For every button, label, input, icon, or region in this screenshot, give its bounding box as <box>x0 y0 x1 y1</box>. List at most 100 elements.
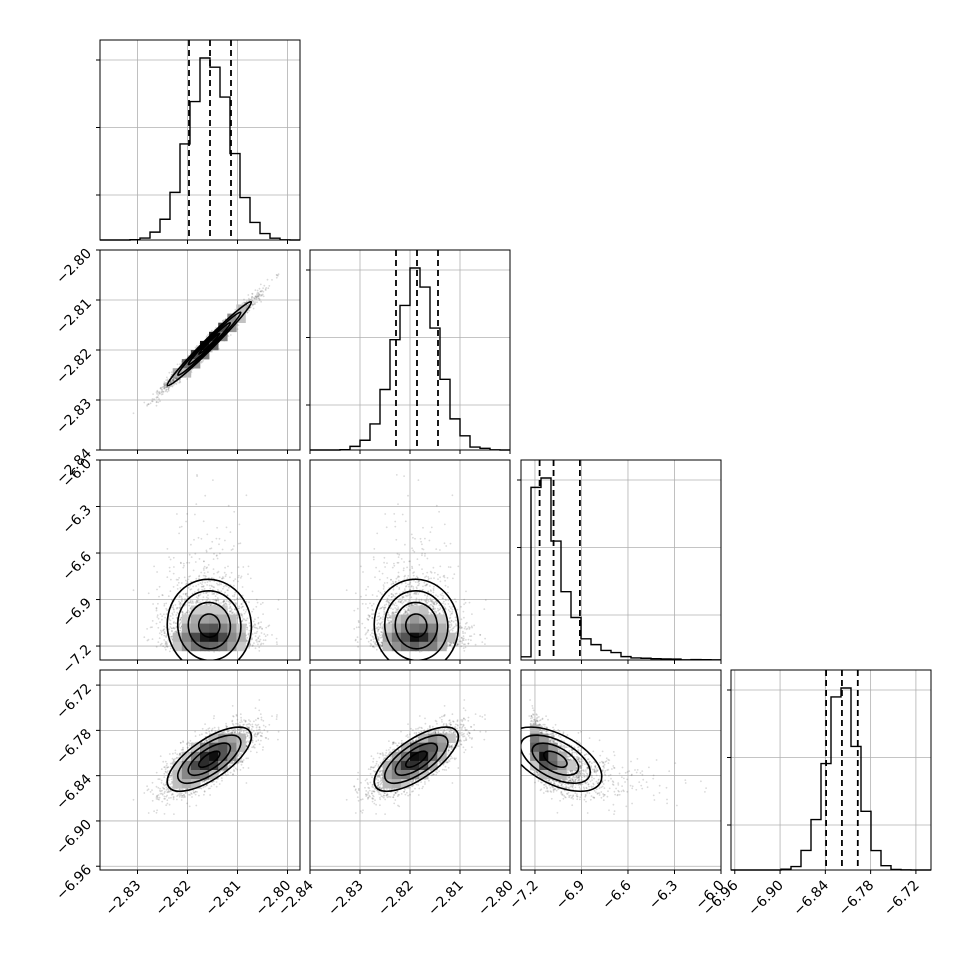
sample-point <box>163 387 166 389</box>
sample-point <box>166 645 169 648</box>
sample-point <box>155 401 158 403</box>
sample-point <box>218 543 220 546</box>
sample-point <box>188 602 190 604</box>
sample-point <box>169 590 172 593</box>
sample-point <box>199 593 202 596</box>
sample-point <box>203 565 206 568</box>
sample-point <box>172 378 175 381</box>
sample-point <box>252 624 255 627</box>
sample-point <box>228 601 231 603</box>
sample-point <box>160 642 163 645</box>
sample-point <box>176 584 179 586</box>
sample-point <box>161 389 164 392</box>
sample-point <box>258 297 260 299</box>
sample-point <box>229 602 232 605</box>
sample-point <box>164 390 167 393</box>
sample-point <box>188 610 191 613</box>
sample-point <box>163 385 166 388</box>
sample-point <box>248 633 251 636</box>
sample-point <box>258 640 261 643</box>
sample-point <box>205 575 207 578</box>
histogram-panel-3 <box>727 669 932 871</box>
sample-point <box>255 296 258 298</box>
sample-point <box>225 600 228 602</box>
sample-point <box>169 626 172 628</box>
sample-point <box>260 621 262 624</box>
sample-point <box>236 597 239 600</box>
sample-point <box>169 558 172 561</box>
sample-point <box>192 602 194 604</box>
sample-point <box>165 382 168 384</box>
sample-point <box>168 556 171 558</box>
sample-point <box>178 596 181 598</box>
sample-point <box>165 388 168 391</box>
sample-point <box>222 587 224 590</box>
sample-point <box>159 400 161 403</box>
sample-point <box>233 584 235 587</box>
sample-point <box>252 301 255 303</box>
sample-point <box>174 382 177 385</box>
sample-point <box>175 578 178 581</box>
sample-point <box>171 630 173 633</box>
sample-point <box>251 638 254 640</box>
sample-point <box>262 287 264 289</box>
sample-point <box>263 633 266 635</box>
sample-point <box>181 603 184 606</box>
sample-point <box>240 603 243 605</box>
sample-point <box>248 622 251 624</box>
sample-point <box>201 581 204 583</box>
sample-point <box>156 389 159 392</box>
sample-point <box>163 384 166 386</box>
sample-point <box>195 503 198 505</box>
sample-point <box>179 629 182 632</box>
sample-point <box>257 292 260 294</box>
sample-point <box>257 293 260 296</box>
sample-point <box>275 274 278 276</box>
sample-point <box>258 640 260 643</box>
sample-point <box>172 379 175 381</box>
sample-point <box>257 297 260 300</box>
sample-point <box>255 298 258 300</box>
sample-point <box>253 296 255 299</box>
sample-point <box>166 390 169 393</box>
sample-point <box>181 597 183 600</box>
sample-point <box>170 635 172 638</box>
sample-point <box>246 628 248 631</box>
sample-point <box>149 402 152 405</box>
sample-point <box>259 626 262 628</box>
sample-point <box>275 641 278 643</box>
sample-point <box>247 304 249 307</box>
sample-point <box>251 300 254 302</box>
sample-point <box>169 385 172 388</box>
sample-point <box>262 290 265 293</box>
sample-point <box>174 630 177 633</box>
sample-point <box>254 632 256 635</box>
sample-point <box>242 605 244 608</box>
sample-point <box>223 599 225 602</box>
sample-point <box>187 601 190 604</box>
sample-point <box>235 612 238 614</box>
sample-point <box>259 283 262 286</box>
sample-point <box>171 627 174 630</box>
sample-point <box>174 377 177 380</box>
sample-point <box>186 378 189 380</box>
sample-point <box>251 295 254 298</box>
sample-point <box>158 632 161 635</box>
sample-point <box>233 593 236 596</box>
sample-point <box>253 303 256 305</box>
sample-point <box>249 643 252 645</box>
sample-point <box>178 532 181 535</box>
sample-point <box>239 597 242 600</box>
sample-point <box>170 381 173 383</box>
sample-point <box>158 391 161 393</box>
sample-point <box>240 603 243 605</box>
sample-point <box>172 378 175 381</box>
sample-point <box>178 594 181 597</box>
density-layer <box>132 273 280 415</box>
sample-point <box>254 301 257 303</box>
sample-point <box>205 592 208 594</box>
sample-point <box>166 386 169 389</box>
sample-point <box>252 620 255 623</box>
sample-point <box>155 404 158 407</box>
sample-point <box>162 390 164 393</box>
